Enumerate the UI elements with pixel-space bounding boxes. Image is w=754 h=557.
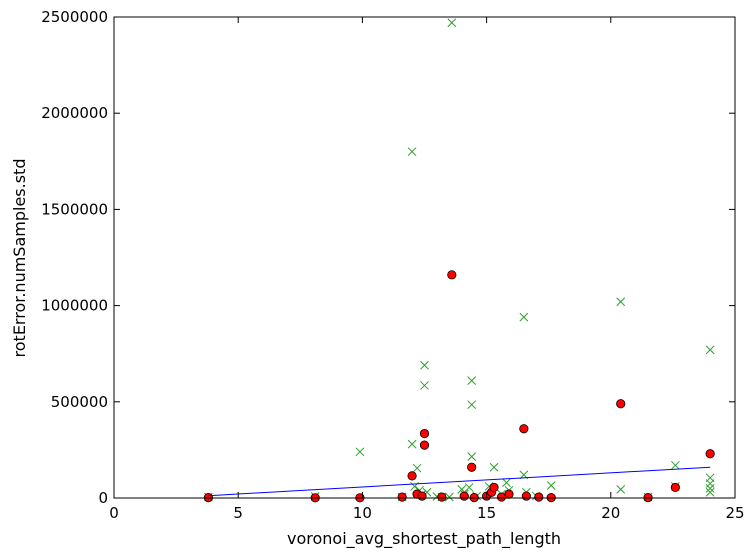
circle-marker-point: [467, 462, 477, 472]
circle-marker-point: [419, 440, 430, 450]
x-tick-label: 10: [353, 504, 372, 522]
x-marker-point: [705, 487, 715, 497]
x-marker-point: [447, 18, 457, 28]
x-marker-point: [616, 297, 626, 307]
axis-ticks: 0 5 10 15 20 25 0 500000 1000000 1500000 2000000 25…: [41, 8, 744, 522]
x-marker-point: [444, 492, 454, 502]
y-tick-label: 500000: [51, 393, 108, 411]
plot-frame: [113, 16, 736, 499]
circle-marker-point: [417, 491, 427, 501]
circle-marker-point: [670, 482, 680, 493]
x-tick-label: 25: [725, 504, 744, 522]
x-marker-point: [489, 462, 499, 472]
x-marker-point: [705, 484, 715, 493]
x-marker-point: [420, 360, 429, 370]
x-marker-point: [502, 478, 511, 487]
x-marker-point: [412, 463, 422, 473]
circle-marker-point: [397, 492, 407, 502]
fit-line: [208, 466, 711, 497]
circle-marker-point: [519, 424, 529, 434]
x-marker-point: [464, 483, 474, 492]
x-marker-point: [407, 439, 417, 449]
x-marker-point: [546, 481, 556, 490]
x-marker-point: [705, 345, 715, 355]
circle-marker-point: [447, 270, 457, 280]
x-marker-point: [671, 460, 680, 470]
circle-marker-point: [459, 491, 469, 501]
circle-marker-point: [437, 492, 447, 502]
circle-marker-point: [489, 482, 499, 493]
x-marker-point: [467, 452, 477, 461]
y-tick-label: 1000000: [41, 297, 108, 315]
x-marker-point: [519, 312, 529, 322]
y-tick-label: 0: [98, 489, 108, 507]
x-tick-label: 20: [601, 504, 620, 522]
plot-marks: [203, 18, 715, 503]
circle-marker-point: [504, 489, 514, 499]
circle-marker-point: [407, 471, 417, 481]
x-marker-point: [616, 484, 626, 494]
x-tick-label: 0: [109, 504, 119, 522]
circle-marker-point: [521, 491, 531, 501]
x-tick-label: 15: [477, 504, 496, 522]
circle-marker-point: [534, 492, 544, 502]
circle-marker-point: [705, 449, 715, 459]
x-marker-point: [467, 376, 477, 385]
x-tick-label: 5: [233, 504, 243, 522]
y-tick-label: 1500000: [41, 200, 108, 218]
y-tick-label: 2000000: [41, 104, 108, 122]
circle-marker-point: [419, 428, 430, 439]
circle-marker-point: [616, 399, 626, 409]
x-marker-point: [467, 400, 477, 410]
x-axis-label: voronoi_avg_shortest_path_length: [287, 529, 561, 549]
y-tick-label: 2500000: [41, 8, 108, 26]
x-marker-point: [407, 147, 417, 157]
x-marker-point: [420, 381, 429, 390]
x-marker-point: [355, 447, 365, 457]
y-axis-label: rotError.numSamples.std: [10, 159, 29, 358]
